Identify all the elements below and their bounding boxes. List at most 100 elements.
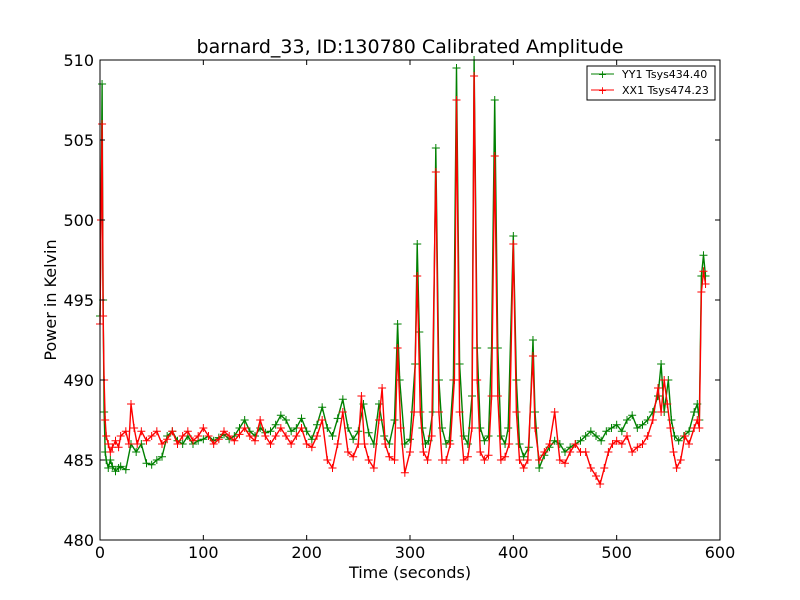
data-point (535, 464, 544, 472)
data-point (493, 392, 502, 400)
data-point (519, 464, 528, 472)
data-point (378, 384, 387, 392)
data-point (106, 448, 115, 456)
x-tick-label: 200 (291, 543, 322, 562)
data-point (581, 448, 590, 456)
data-point (393, 320, 402, 328)
data-point (375, 400, 383, 408)
data-point (152, 456, 161, 464)
data-point (307, 443, 316, 452)
data-point (147, 460, 156, 469)
data-point (657, 408, 666, 416)
data-point (693, 416, 702, 424)
data-point (266, 440, 275, 448)
data-point (699, 251, 708, 260)
data-point (364, 456, 373, 464)
data-point (360, 440, 369, 448)
x-tick-label: 600 (705, 543, 736, 562)
data-point (302, 427, 311, 436)
data-point (276, 411, 285, 420)
data-point (415, 328, 424, 336)
data-point (230, 436, 239, 445)
data-point (116, 462, 125, 471)
data-point (528, 336, 537, 344)
data-point (566, 448, 575, 456)
data-point (413, 272, 422, 280)
legend: + YY1 Tsys434.40 + XX1 Tsys474.23 (586, 65, 716, 101)
data-point (535, 456, 544, 464)
data-point (276, 424, 285, 432)
data-point (100, 408, 109, 416)
data-point (663, 400, 672, 408)
data-point (287, 427, 296, 436)
data-point (607, 424, 616, 432)
data-point (142, 459, 151, 468)
data-point (628, 448, 637, 456)
legend-box (586, 65, 716, 101)
data-point (515, 440, 524, 448)
data-point (561, 459, 569, 468)
y-tick-label: 485 (63, 451, 94, 470)
data-point (307, 435, 316, 444)
data-point (292, 432, 301, 440)
data-point (608, 440, 617, 448)
data-point (256, 416, 265, 424)
data-point (271, 432, 280, 440)
data-point (369, 464, 378, 472)
data-point (318, 416, 327, 424)
data-point (490, 96, 499, 104)
data-point (333, 440, 342, 448)
data-point (633, 443, 642, 452)
data-point (152, 427, 161, 436)
data-point (484, 432, 493, 440)
data-point (297, 414, 306, 423)
data-point (431, 168, 440, 176)
data-point (452, 64, 461, 72)
data-point (313, 432, 321, 440)
data-point (550, 408, 559, 416)
legend-label-yy1: YY1 Tsys434.40 (621, 68, 707, 81)
data-point (623, 416, 631, 424)
data-point (480, 436, 489, 445)
data-point (586, 427, 595, 436)
x-tick-label: 100 (188, 543, 219, 562)
data-point (390, 456, 399, 464)
data-point (323, 424, 332, 432)
data-point (328, 464, 337, 472)
data-point (504, 424, 513, 432)
data-point (142, 436, 151, 445)
data-point (476, 424, 485, 432)
data-point (209, 440, 218, 448)
x-axis-title: Time (seconds) (348, 563, 471, 582)
data-point (509, 240, 518, 248)
data-point (643, 432, 652, 440)
x-tick-label: 300 (395, 543, 426, 562)
data-point (111, 436, 120, 445)
data-point (463, 440, 472, 448)
data-point (476, 448, 485, 456)
data-point (555, 456, 564, 464)
data-point (375, 416, 383, 424)
data-point (600, 464, 609, 472)
data-point (685, 427, 693, 436)
data-point (318, 403, 327, 412)
data-point (480, 456, 489, 464)
data-point (455, 408, 464, 416)
data-point (576, 436, 585, 445)
x-tick-label: 0 (95, 543, 105, 562)
data-point (427, 432, 436, 440)
data-point (266, 427, 275, 436)
data-point (423, 456, 432, 464)
data-point (419, 448, 428, 456)
data-point (323, 456, 332, 464)
data-point (158, 452, 166, 461)
data-point (648, 416, 657, 424)
data-point (271, 420, 280, 429)
data-point (496, 456, 505, 464)
series-layer (96, 56, 710, 488)
data-point (240, 424, 249, 432)
data-point (496, 432, 505, 440)
data-point (381, 440, 390, 448)
data-point (648, 408, 657, 416)
